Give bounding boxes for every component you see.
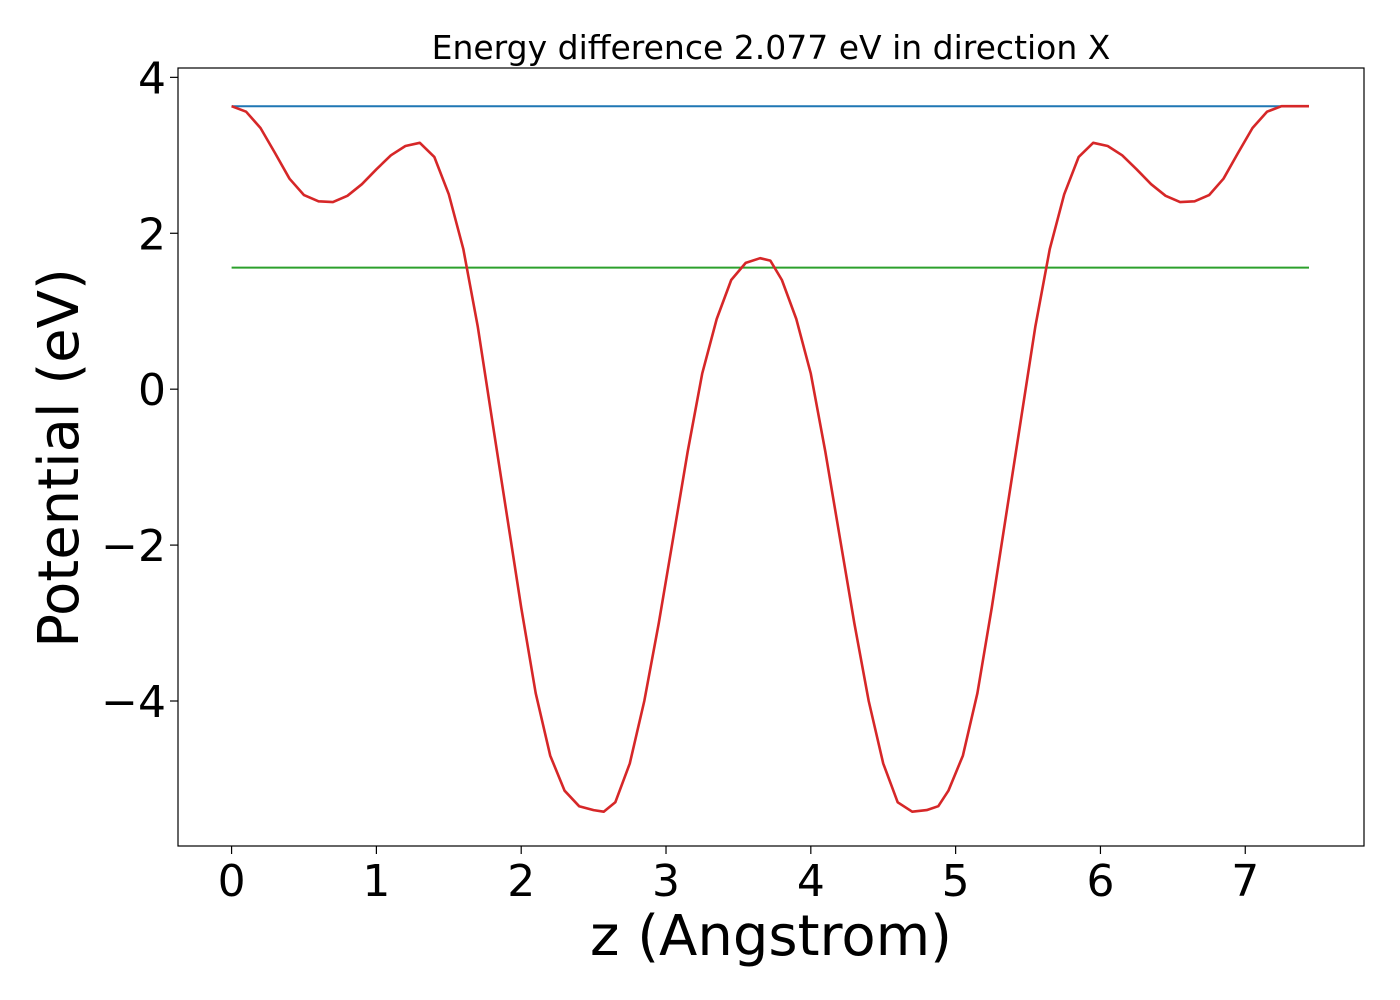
series-layer	[231, 104, 1309, 814]
x-tick-label: 4	[797, 856, 825, 907]
x-tick-label: 2	[507, 856, 535, 907]
x-tick-label: 0	[218, 856, 246, 907]
y-tick-label: 0	[138, 365, 166, 416]
y-axis-label: Potential (eV)	[27, 268, 92, 648]
plot-area	[177, 67, 1365, 847]
y-tick-label: 2	[138, 209, 166, 260]
x-tick-label: 6	[1086, 856, 1114, 907]
x-axis-ticks: 0 1 2 3 4 5 6 7	[218, 846, 1259, 907]
y-tick-label: −4	[101, 677, 166, 728]
x-tick-label: 1	[362, 856, 390, 907]
y-tick-label: 4	[138, 53, 166, 104]
y-axis-ticks: −4 −2 0 2 4	[101, 53, 178, 728]
chart-title: Energy difference 2.077 eV in direction …	[432, 28, 1111, 67]
x-tick-label: 3	[652, 856, 680, 907]
axes-frame	[177, 67, 1365, 847]
series-line-3	[231, 104, 1309, 814]
x-tick-label: 5	[942, 856, 970, 907]
x-tick-label: 7	[1231, 856, 1259, 907]
y-tick-label: −2	[101, 521, 166, 572]
x-axis-label: z (Angstrom)	[590, 904, 952, 969]
